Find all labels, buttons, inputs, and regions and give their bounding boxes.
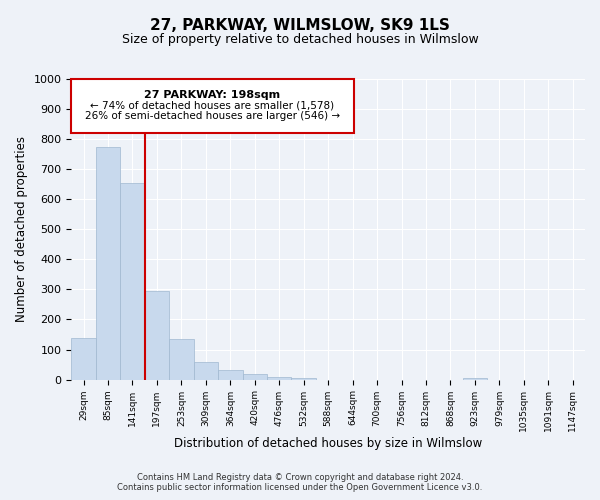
Bar	[169, 339, 194, 380]
Bar	[242, 374, 267, 380]
Bar	[292, 378, 316, 380]
Y-axis label: Number of detached properties: Number of detached properties	[15, 136, 28, 322]
Text: 26% of semi-detached houses are larger (546) →: 26% of semi-detached houses are larger (…	[85, 110, 340, 120]
Text: Contains public sector information licensed under the Open Government Licence v3: Contains public sector information licen…	[118, 484, 482, 492]
Bar	[267, 376, 292, 380]
Bar	[120, 182, 145, 380]
FancyBboxPatch shape	[71, 79, 354, 133]
Bar	[218, 370, 242, 380]
Bar	[463, 378, 487, 380]
Bar	[96, 146, 120, 380]
Text: Contains HM Land Registry data © Crown copyright and database right 2024.: Contains HM Land Registry data © Crown c…	[137, 474, 463, 482]
Text: 27 PARKWAY: 198sqm: 27 PARKWAY: 198sqm	[145, 90, 281, 100]
Text: Size of property relative to detached houses in Wilmslow: Size of property relative to detached ho…	[122, 32, 478, 46]
Text: 27, PARKWAY, WILMSLOW, SK9 1LS: 27, PARKWAY, WILMSLOW, SK9 1LS	[150, 18, 450, 32]
Bar	[71, 338, 96, 380]
Text: ← 74% of detached houses are smaller (1,578): ← 74% of detached houses are smaller (1,…	[91, 100, 335, 110]
Bar	[145, 291, 169, 380]
X-axis label: Distribution of detached houses by size in Wilmslow: Distribution of detached houses by size …	[174, 437, 482, 450]
Bar	[194, 362, 218, 380]
